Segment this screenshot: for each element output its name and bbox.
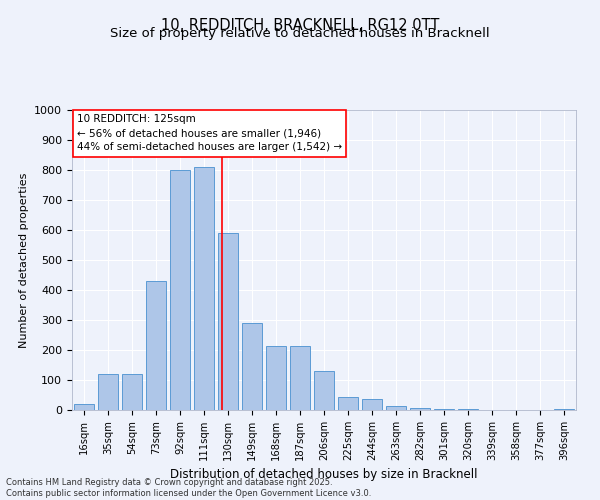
Bar <box>362 399 382 410</box>
X-axis label: Distribution of detached houses by size in Bracknell: Distribution of detached houses by size … <box>170 468 478 481</box>
Y-axis label: Number of detached properties: Number of detached properties <box>19 172 29 348</box>
Bar <box>314 371 334 410</box>
Bar <box>266 346 286 410</box>
Bar <box>290 346 310 410</box>
Bar <box>146 281 166 410</box>
Bar <box>242 323 262 410</box>
Bar <box>338 398 358 410</box>
Text: 10, REDDITCH, BRACKNELL, RG12 0TT: 10, REDDITCH, BRACKNELL, RG12 0TT <box>161 18 439 32</box>
Text: Contains HM Land Registry data © Crown copyright and database right 2025.
Contai: Contains HM Land Registry data © Crown c… <box>6 478 371 498</box>
Bar <box>74 404 94 410</box>
Bar <box>434 409 454 410</box>
Text: Size of property relative to detached houses in Bracknell: Size of property relative to detached ho… <box>110 28 490 40</box>
Bar <box>410 408 430 410</box>
Text: 10 REDDITCH: 125sqm
← 56% of detached houses are smaller (1,946)
44% of semi-det: 10 REDDITCH: 125sqm ← 56% of detached ho… <box>77 114 342 152</box>
Bar <box>98 374 118 410</box>
Bar <box>554 408 574 410</box>
Bar <box>170 170 190 410</box>
Bar <box>386 406 406 410</box>
Bar <box>218 233 238 410</box>
Bar <box>194 167 214 410</box>
Bar <box>122 374 142 410</box>
